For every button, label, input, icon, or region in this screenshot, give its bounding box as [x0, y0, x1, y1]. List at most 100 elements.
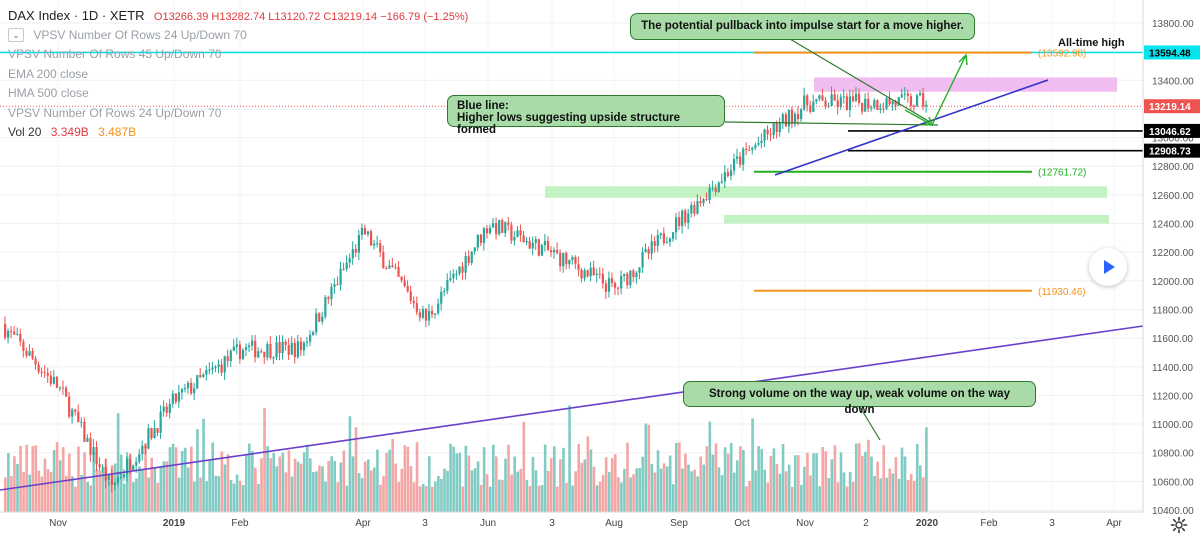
candle-body [858, 93, 861, 103]
volume-bar [278, 456, 282, 512]
indicator-row[interactable]: VPSV Number Of Rows 45 Up/Down 70 [8, 45, 468, 65]
volume-bar [37, 470, 41, 512]
candle-body [373, 243, 376, 246]
candle-body [504, 222, 507, 233]
candle-body [787, 109, 791, 127]
volume-bar [153, 468, 157, 512]
candle-body [675, 217, 678, 233]
candle-body [851, 96, 855, 101]
chart-legend: DAX Index · 1D · XETR O13266.39 H13282.7… [8, 6, 468, 143]
level-label: (11930.46) [1038, 287, 1086, 298]
volume-bar [882, 445, 885, 512]
scroll-to-realtime-button[interactable] [1089, 248, 1127, 286]
volume-bar [553, 446, 556, 512]
price-tick-label: 12800.00 [1152, 162, 1194, 173]
volume-bar [336, 482, 340, 512]
time-tick-label: Nov [796, 518, 814, 529]
price-tags: 13594.48 13219.14 13046.62 12908.73 [1144, 45, 1200, 158]
candle-body [864, 98, 867, 112]
long-term-trend-line [0, 325, 1144, 491]
candle-body [55, 376, 59, 388]
volume-bar [214, 475, 218, 512]
volume-bar [159, 467, 163, 512]
volume-bar [400, 468, 404, 512]
price-tick-label: 11800.00 [1152, 305, 1193, 316]
volume-bar [906, 480, 910, 512]
volume-bar [424, 486, 428, 512]
volume-bar [678, 442, 681, 512]
candle-body [766, 129, 769, 135]
candle-body [595, 273, 598, 276]
symbol-title[interactable]: DAX Index · 1D · XETR [8, 8, 145, 23]
candle-body [415, 303, 418, 313]
candle-body [723, 172, 726, 182]
indicator-row[interactable]: HMA 500 close [8, 84, 468, 104]
level-label: (13592.98) [1038, 49, 1086, 60]
blue-line-title: Blue line: [457, 100, 509, 112]
volume-bar [22, 472, 25, 512]
candle-body [687, 213, 690, 223]
volume-bar [501, 480, 504, 512]
candle-body [107, 474, 110, 481]
candle-body [662, 233, 665, 244]
candle-body [180, 388, 184, 393]
volume-bar [360, 478, 364, 512]
volume-bar [888, 468, 892, 512]
indicator-row[interactable]: EMA 200 close [8, 65, 468, 85]
candle-body [22, 341, 25, 351]
settings-gear-icon[interactable] [1170, 516, 1188, 534]
candle-body [528, 240, 531, 249]
volume-bar [919, 465, 922, 512]
volume-bar [592, 466, 596, 512]
candle-body [226, 356, 229, 362]
indicator-row[interactable]: VPSV Number Of Rows 24 Up/Down 70 [8, 104, 468, 124]
volume-bar [824, 451, 828, 512]
volume-annotation[interactable]: Strong volume on the way up, weak volume… [683, 381, 1036, 416]
candle-body [726, 172, 730, 176]
volume-bar [440, 478, 443, 512]
volume-bar [912, 480, 916, 512]
candle-body [220, 364, 223, 373]
volume-bar [162, 461, 166, 512]
candle-body [257, 351, 260, 358]
volume-legend[interactable]: Vol 20 3.349B 3.487B [8, 123, 468, 143]
candle-body [357, 234, 360, 253]
chevron-down-icon[interactable]: ⌄ [8, 28, 24, 43]
volume-bar [562, 447, 565, 512]
candle-body [397, 267, 400, 277]
volume-bar [751, 418, 754, 512]
volume-bar [897, 478, 901, 512]
volume-bar [867, 439, 870, 512]
volume-bar [187, 467, 190, 512]
blue-line-annotation[interactable]: Blue line: Higher lows suggesting upside… [447, 95, 725, 136]
candle-body [540, 245, 543, 256]
volume-bar [812, 453, 815, 512]
volume-bar [537, 485, 541, 512]
volume-bar [626, 442, 629, 512]
candle-body [104, 466, 107, 481]
candle-body [68, 396, 71, 417]
play-icon [1104, 260, 1115, 274]
pullback-annotation[interactable]: The potential pullback into impulse star… [630, 13, 975, 40]
price-tick-label: 10800.00 [1152, 449, 1194, 460]
candle-body [229, 350, 232, 362]
candle-body [702, 199, 705, 204]
candle-body [778, 122, 781, 133]
candle-body [324, 297, 327, 317]
candle-body [632, 270, 635, 278]
volume-bar [235, 474, 239, 512]
candle-body [138, 454, 141, 462]
volume-bar [797, 455, 800, 512]
indicator-row[interactable]: ⌄ VPSV Number Of Rows 24 Up/Down 70 [8, 26, 468, 46]
volume-bar [684, 453, 687, 512]
volume-bar [232, 483, 236, 512]
candle-body [318, 313, 321, 322]
candle-body [443, 290, 446, 292]
candle-body [714, 187, 717, 192]
volume-bar [266, 446, 269, 512]
annotation-pointer [789, 38, 931, 123]
volume-bar [126, 456, 129, 512]
candle-body [629, 270, 632, 286]
candle-body [126, 459, 129, 475]
